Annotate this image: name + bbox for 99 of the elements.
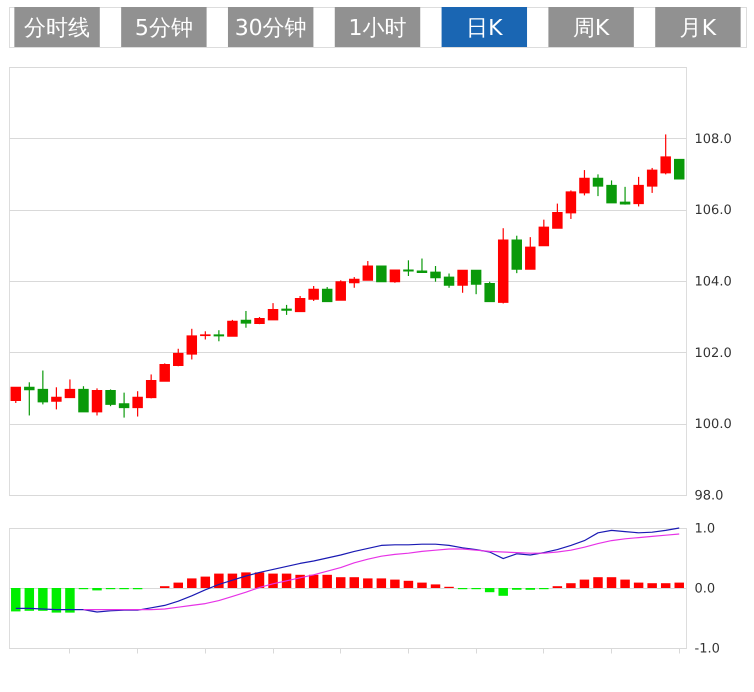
candlestick (470, 270, 482, 295)
bar (417, 582, 427, 588)
candlestick (322, 286, 332, 302)
candlestick (660, 134, 671, 175)
bar (430, 584, 440, 588)
y-tick-label: 106.0 (694, 203, 732, 218)
bar (187, 578, 197, 588)
y-tick-label: 100.0 (694, 417, 732, 432)
category-label: 周K (572, 16, 610, 41)
candlestick (566, 190, 576, 220)
bar (498, 588, 508, 596)
bar (376, 578, 386, 588)
bar (404, 580, 414, 588)
candlestick (132, 390, 143, 418)
candlestick (294, 295, 306, 312)
candlestick (620, 186, 630, 206)
y-tick-label: -1.0 (694, 642, 720, 656)
candlestick (633, 176, 644, 208)
bar (580, 580, 590, 588)
y-tick-label: 108.0 (694, 132, 732, 147)
candlestick (38, 370, 48, 406)
candlestick (674, 158, 684, 180)
y-tick-label: 1.0 (694, 522, 716, 536)
candlestick (268, 302, 278, 320)
bar (363, 578, 373, 588)
candlestick (552, 203, 563, 229)
bar (620, 580, 630, 588)
candlestick (376, 266, 387, 282)
bar (350, 577, 360, 588)
candlestick (403, 260, 414, 277)
bar (52, 588, 62, 613)
candlestick (159, 362, 170, 382)
candlestick (78, 386, 89, 412)
candlestick (186, 328, 198, 360)
bar (268, 574, 278, 588)
candlestick (146, 374, 156, 399)
y-tick-label: 98.0 (694, 488, 724, 504)
candlestick (227, 319, 238, 337)
y-tick-label: 104.0 (694, 274, 732, 290)
category-label: 5分钟 (134, 16, 193, 41)
candlestick (173, 348, 184, 367)
bar (336, 577, 346, 588)
line-series (82, 533, 680, 610)
bar (674, 582, 684, 588)
bar (228, 574, 238, 588)
candlestick (646, 167, 658, 194)
candlestick (484, 281, 495, 302)
bar (282, 574, 292, 588)
candlestick (105, 388, 116, 407)
candlestick (214, 330, 224, 342)
bar (65, 588, 75, 613)
candlestick (92, 388, 102, 416)
candlestick (362, 260, 374, 281)
candlestick (281, 304, 292, 316)
bar (200, 576, 210, 588)
candlestick (444, 272, 454, 288)
candlestick (416, 258, 428, 274)
category-label: 月K (680, 16, 717, 41)
candlestick (308, 285, 319, 302)
bar (390, 580, 400, 588)
candlestick (24, 382, 35, 416)
bar (660, 583, 670, 588)
bar (214, 574, 224, 588)
bar (174, 582, 183, 588)
candlestick (51, 386, 62, 410)
y-tick-label: 0.0 (694, 582, 716, 596)
candlestick (390, 269, 400, 284)
line-series (15, 527, 680, 613)
bar (566, 583, 576, 588)
candlestick (606, 180, 617, 204)
candlestick (10, 386, 22, 404)
candlestick (525, 236, 536, 270)
candlestick (335, 280, 346, 301)
candlestick (592, 174, 604, 197)
bar (593, 577, 603, 588)
candlestick (349, 276, 360, 288)
bar (24, 588, 34, 611)
bar (606, 577, 616, 588)
candlestick (118, 392, 130, 418)
bar (241, 572, 251, 588)
candlestick (240, 310, 252, 328)
bar (308, 574, 318, 588)
y-tick-label: 102.0 (694, 346, 732, 361)
bar (484, 588, 494, 592)
candlestick (538, 219, 550, 246)
candlestick (200, 330, 211, 340)
candlestick (579, 169, 590, 196)
candlestick (64, 378, 76, 398)
candlestick (457, 270, 468, 294)
bar (634, 582, 644, 588)
category-label: 分时线 (24, 16, 90, 41)
bar (38, 588, 48, 611)
category-label: 1小时 (348, 16, 406, 41)
bar (647, 583, 657, 588)
candlestick (430, 265, 441, 282)
category-label: 日K (466, 16, 504, 41)
bar (322, 574, 332, 588)
bar (11, 588, 21, 612)
category-label: 30分钟 (234, 16, 307, 41)
